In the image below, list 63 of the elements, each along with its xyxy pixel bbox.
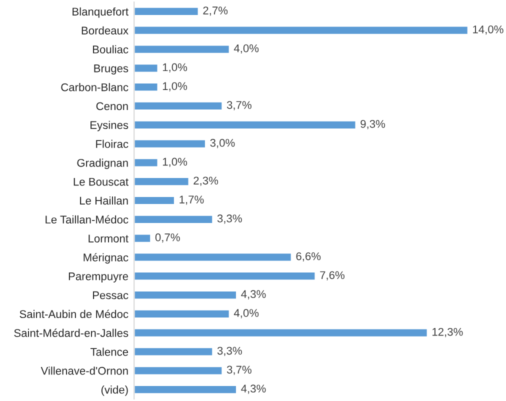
data-label: 3,3% (217, 346, 242, 356)
y-tick-label: Bouliac (93, 45, 128, 54)
y-tick-label: Pessac (93, 291, 128, 300)
data-label: 3,0% (210, 138, 235, 148)
y-tick-label: Saint-Médard-en-Jalles (14, 328, 128, 337)
y-tick-label: Talence (90, 348, 128, 356)
data-label: 1,7% (180, 196, 204, 205)
data-label: 1,0% (162, 158, 188, 167)
y-tick-label: Eysines (90, 120, 128, 132)
y-tick-label: (vide) (101, 386, 128, 396)
data-label: 9,3% (360, 120, 386, 130)
y-tick-label: Villenave-d'Ornon (40, 366, 128, 375)
y-tick-label: Le Bouscat (74, 178, 128, 186)
bar (134, 176, 190, 187)
data-label: 4,3% (241, 384, 266, 394)
y-tick-label: Cenon (96, 102, 128, 110)
data-label: 4,0% (234, 44, 259, 54)
data-label: 1,0% (162, 82, 188, 92)
bar (134, 120, 357, 130)
bar (134, 308, 230, 319)
data-label: 7,6% (320, 271, 344, 280)
data-label: 2,3% (194, 176, 218, 186)
bar (134, 196, 176, 206)
y-tick-label: Le Haillan (80, 196, 128, 205)
y-tick-label: Lormont (88, 234, 128, 242)
data-label: 3,3% (217, 214, 242, 224)
y-tick-label: Mérignac (84, 253, 128, 264)
data-label: 3,7% (226, 101, 252, 110)
y-tick-label: Gradignan (77, 158, 128, 170)
bar (134, 328, 428, 338)
data-label: 6,6% (296, 252, 321, 262)
data-label: 3,7% (226, 366, 252, 375)
bar (134, 101, 224, 111)
bar (134, 290, 238, 300)
data-label: 12,3% (432, 328, 463, 338)
bar (134, 214, 214, 224)
y-tick-label: Saint-Aubin de Médoc (20, 310, 128, 318)
bar (134, 271, 316, 282)
data-label: 14,0% (473, 25, 504, 35)
y-tick-label: Bordeaux (82, 26, 128, 34)
data-label: 4,3% (241, 290, 266, 300)
y-tick-label: Blanquefort (72, 7, 128, 18)
bar (134, 366, 224, 376)
bar (134, 82, 159, 92)
bar (134, 25, 468, 36)
bar (134, 233, 152, 244)
bar (134, 44, 230, 54)
data-label: 2,7% (203, 6, 228, 16)
bar (134, 252, 292, 262)
y-tick-label: Bruges (94, 64, 128, 74)
y-tick-label: Parempuyre (68, 272, 128, 282)
bar (134, 346, 214, 357)
bar (134, 63, 159, 74)
bar (134, 138, 206, 149)
y-tick-label: Le Taillan-Médoc (46, 215, 128, 224)
y-tick-label: Carbon-Blanc (61, 83, 128, 92)
y-tick-label: Floirac (96, 140, 128, 148)
bar (134, 158, 159, 168)
data-label: 1,0% (162, 63, 188, 72)
data-label: 0,7% (155, 233, 180, 243)
bar (134, 6, 200, 16)
data-label: 4,0% (234, 309, 259, 318)
bar (134, 384, 238, 394)
